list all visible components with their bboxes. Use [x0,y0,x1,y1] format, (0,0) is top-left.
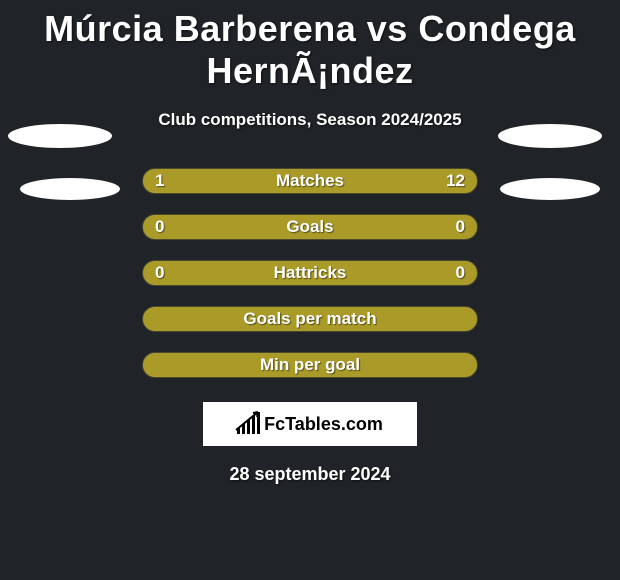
stat-value-right: 0 [456,261,465,285]
stat-bar: Min per goal [142,352,478,378]
stat-row: Min per goal [0,352,620,378]
decorative-ellipse [498,124,602,148]
stat-row: Hattricks0 0 [0,260,620,286]
date-text: 28 september 2024 [0,464,620,485]
stat-row: Goals0 0 [0,214,620,240]
barchart-icon [237,414,260,434]
stat-bar: Matches1 12 [142,168,478,194]
stat-label: Matches [143,169,477,193]
stat-value-right: 12 [446,169,465,193]
stat-label: Goals per match [143,307,477,331]
stat-value-right: 0 [456,215,465,239]
stat-bar: Goals0 0 [142,214,478,240]
page-title: Múrcia Barberena vs Condega HernÃ¡ndez [0,0,620,92]
logo-box: FcTables.com [203,402,417,446]
stat-bar: Goals per match [142,306,478,332]
decorative-ellipse [500,178,600,200]
container: Múrcia Barberena vs Condega HernÃ¡ndez C… [0,0,620,580]
logo-text: FcTables.com [264,414,383,435]
stat-value-left: 0 [155,215,164,239]
stat-label: Goals [143,215,477,239]
stat-label: Min per goal [143,353,477,377]
stat-bar: Hattricks0 0 [142,260,478,286]
decorative-ellipse [20,178,120,200]
stat-value-left: 0 [155,261,164,285]
stat-rows: Matches112Goals00Hattricks00Goals per ma… [0,168,620,378]
decorative-ellipse [8,124,112,148]
stat-value-left: 1 [155,169,164,193]
logo-arrow-icon [234,410,264,434]
stat-row: Goals per match [0,306,620,332]
stat-label: Hattricks [143,261,477,285]
